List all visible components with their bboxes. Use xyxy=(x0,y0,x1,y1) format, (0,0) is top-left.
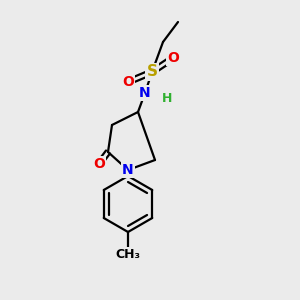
Text: N: N xyxy=(122,163,134,177)
Text: S: S xyxy=(146,64,158,80)
Text: O: O xyxy=(93,157,105,171)
Text: H: H xyxy=(162,92,172,104)
Text: CH₃: CH₃ xyxy=(116,248,140,262)
Text: O: O xyxy=(122,75,134,89)
Text: O: O xyxy=(167,51,179,65)
Text: N: N xyxy=(139,86,151,100)
